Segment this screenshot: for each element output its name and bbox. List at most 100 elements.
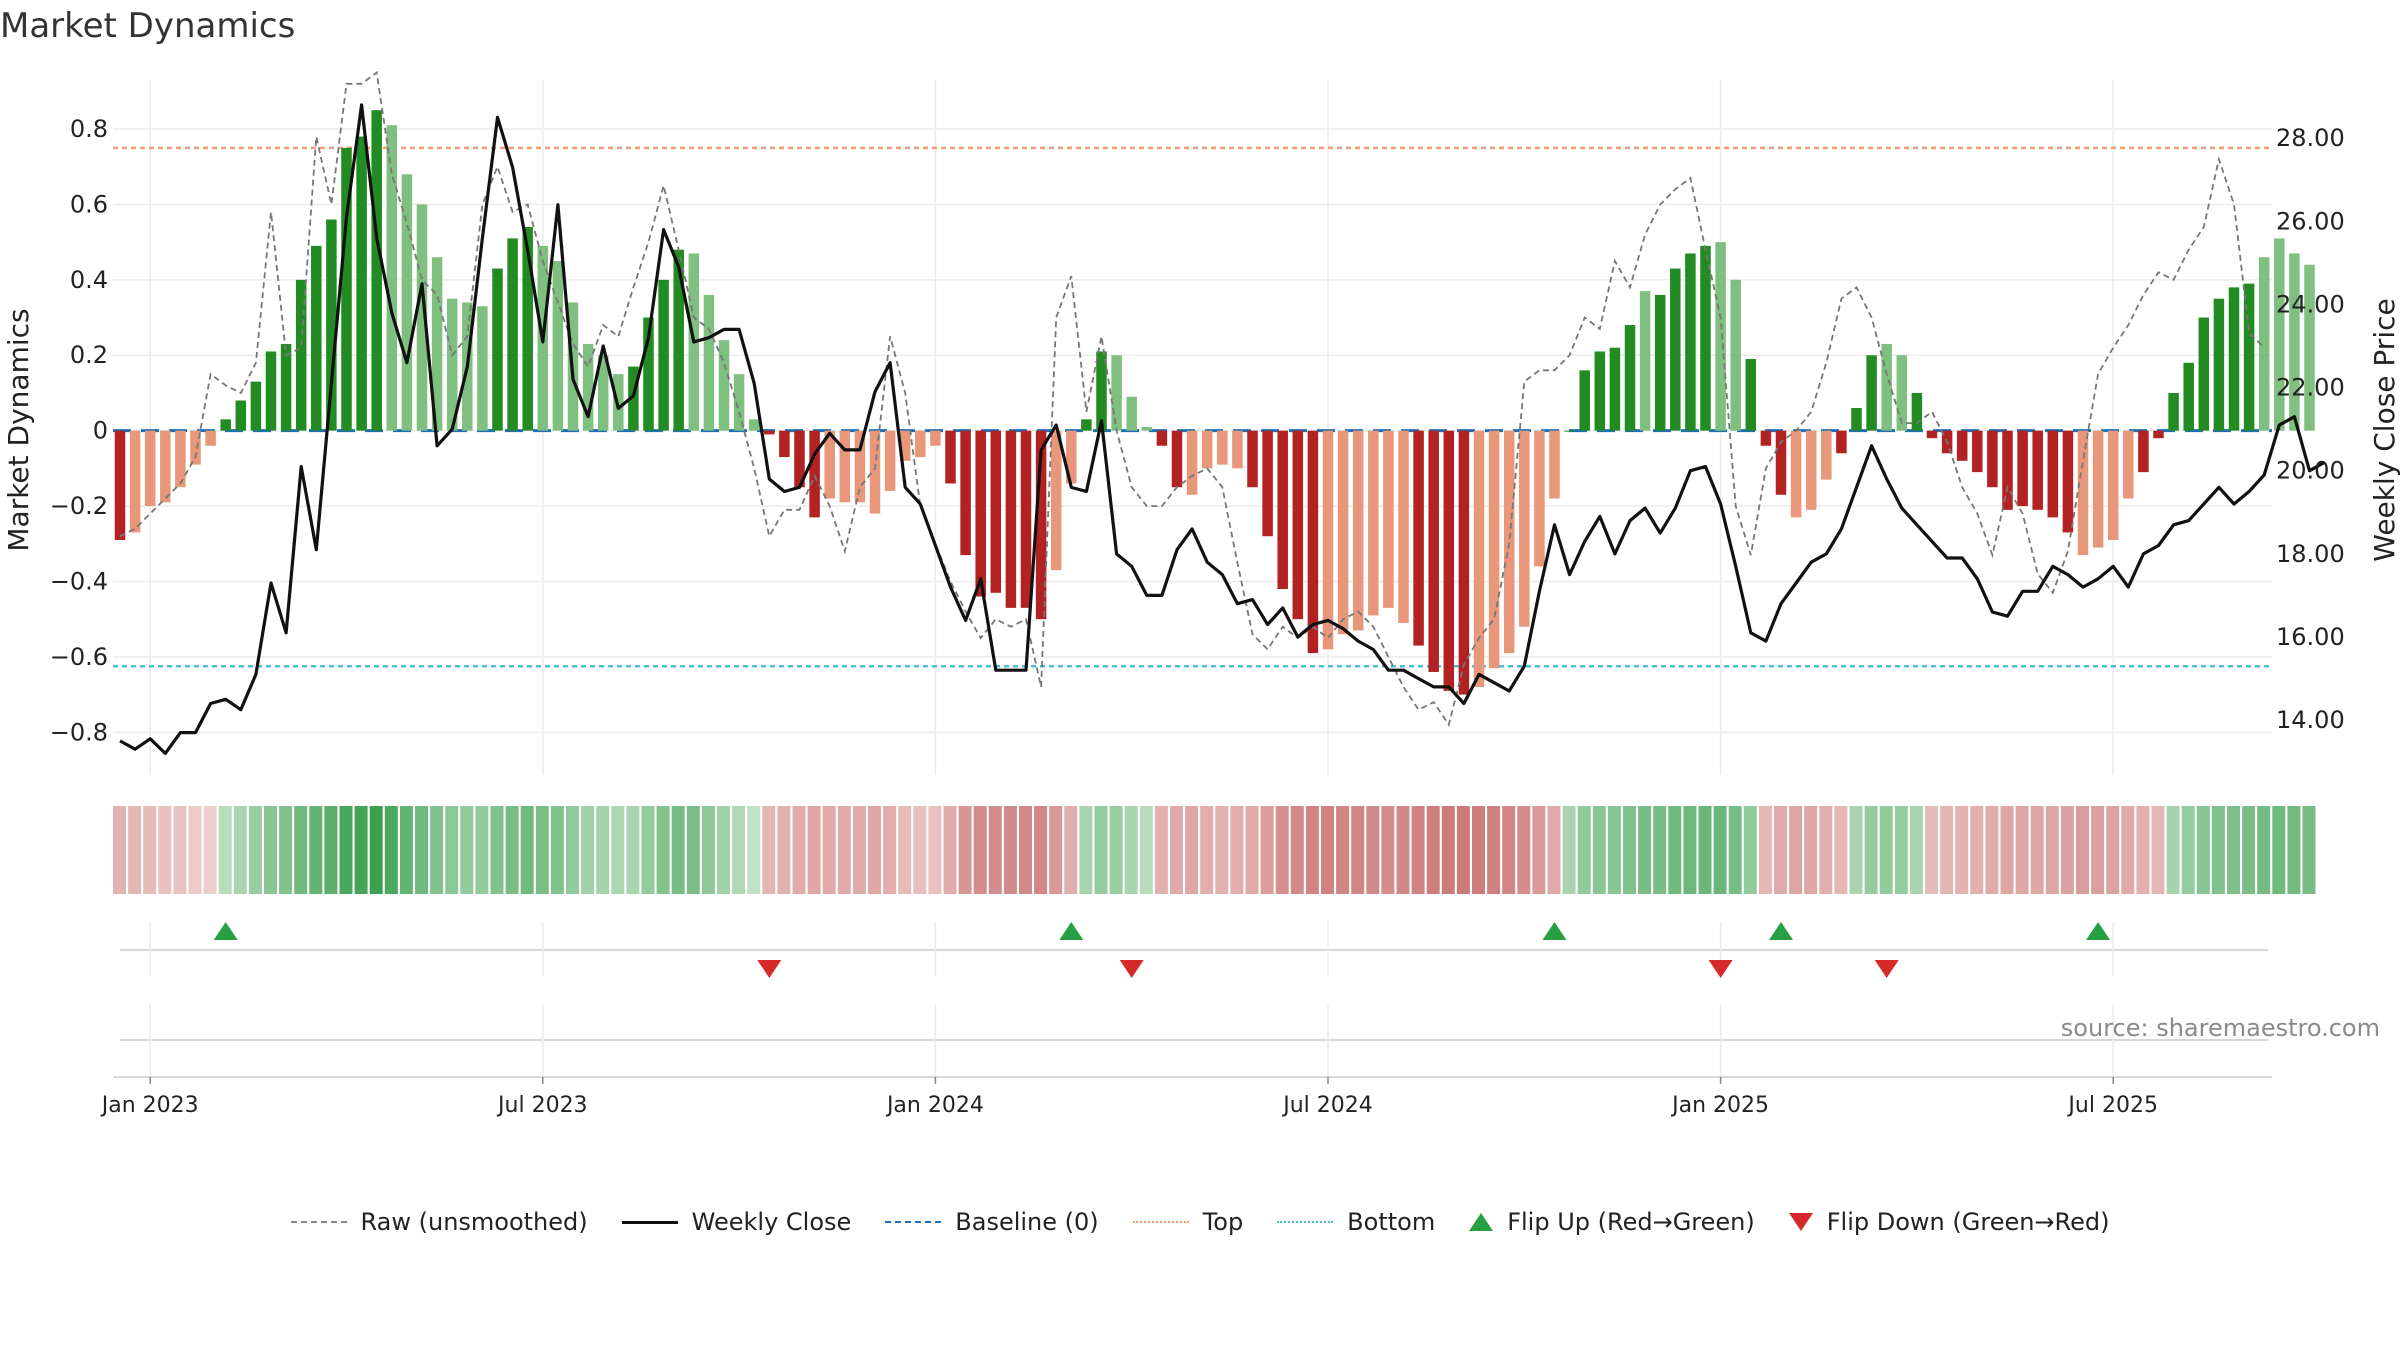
strip-cell xyxy=(475,806,489,894)
dynamics-bar xyxy=(175,430,186,488)
dynamics-bar xyxy=(2258,257,2270,431)
dynamics-bar xyxy=(2243,283,2255,431)
strip-cell xyxy=(1819,806,1833,894)
y-tick-label: 0.6 xyxy=(70,190,108,218)
strip-cell xyxy=(1034,806,1048,894)
dynamics-bar xyxy=(854,430,866,503)
dynamics-bars xyxy=(114,110,2315,695)
strip-cell xyxy=(1154,806,1168,894)
y2-axis-label: Weekly Close Price xyxy=(2368,298,2400,561)
strip-cell xyxy=(2136,806,2150,894)
dynamics-bar xyxy=(129,430,141,533)
dynamics-bar xyxy=(235,400,247,431)
strip-cell xyxy=(1985,806,1999,894)
flip-down-marker xyxy=(1874,960,1899,978)
strip-cell xyxy=(852,806,866,894)
y-tick-label: −0.2 xyxy=(50,492,108,520)
strip-cell xyxy=(2211,806,2225,894)
chart-title: Market Dynamics xyxy=(0,6,296,46)
source-credit: source: sharemaestro.com xyxy=(2060,1014,2380,1042)
strip-cell xyxy=(2257,806,2271,894)
dynamics-bar xyxy=(2213,298,2225,431)
dynamics-bar xyxy=(1186,430,1198,495)
strip-cell xyxy=(415,806,428,894)
dynamics-bar xyxy=(1911,392,1923,431)
y2-tick-label: 24.00 xyxy=(2276,290,2345,318)
dynamics-bar xyxy=(1549,430,1560,499)
strip-cell xyxy=(1804,806,1818,894)
strip-cell xyxy=(837,806,851,894)
dynamics-bar xyxy=(431,257,443,431)
legend-item: Weekly Close xyxy=(621,1208,851,1236)
dynamics-bar xyxy=(1730,279,1741,431)
dynamics-bar xyxy=(582,343,594,431)
flip-down-marker xyxy=(1119,960,1144,978)
flip-up-marker xyxy=(2086,922,2111,940)
strip-cell xyxy=(1638,806,1652,894)
triangle-up-icon xyxy=(1469,1213,1494,1231)
legend-item: Flip Up (Red→Green) xyxy=(1469,1208,1755,1236)
strip-cell xyxy=(173,806,187,894)
dynamics-bar xyxy=(1201,430,1213,469)
strip-cell xyxy=(430,806,444,894)
strip-cell xyxy=(1653,806,1667,894)
strip-cell xyxy=(1547,806,1561,894)
legend-line-swatch xyxy=(1132,1221,1189,1223)
raw-line xyxy=(119,70,2265,727)
x-tick-label: Jul 2023 xyxy=(496,1093,588,1118)
strip-cell xyxy=(2000,806,2014,894)
strip-cell xyxy=(596,806,610,894)
strip-cell xyxy=(1607,806,1621,894)
dynamics-bar xyxy=(1352,430,1364,631)
y-tick-label: 0.2 xyxy=(70,341,108,369)
strip-cell xyxy=(1683,806,1697,894)
dynamics-bar xyxy=(2017,430,2028,507)
strip-cell xyxy=(1713,806,1727,894)
strip-cell xyxy=(1698,806,1712,894)
strip-cell xyxy=(777,806,791,894)
strip-cell xyxy=(1200,806,1214,894)
y-tick-label: 0 xyxy=(93,417,108,445)
flip-up-marker xyxy=(1769,922,1793,940)
strip-cell xyxy=(1230,806,1244,894)
strip-cell xyxy=(656,806,670,894)
dynamics-bar xyxy=(884,430,896,491)
dynamics-bar xyxy=(2228,287,2240,431)
strip-cell xyxy=(1003,806,1017,894)
y2-tick-label: 26.00 xyxy=(2276,207,2345,235)
dynamics-bar xyxy=(1519,430,1530,627)
strip-cell xyxy=(1502,806,1516,894)
strip-cell xyxy=(113,806,126,894)
strip-cell xyxy=(460,806,474,894)
dynamics-bar xyxy=(1609,347,1621,431)
y2-tick-label: 28.00 xyxy=(2276,124,2345,152)
strip-cell xyxy=(1215,806,1229,894)
weekly-close-line xyxy=(119,103,2326,756)
strip-cell xyxy=(883,806,897,894)
dynamics-bar xyxy=(522,227,533,431)
dynamics-bar xyxy=(1579,370,1590,431)
strip-cell xyxy=(1487,806,1501,894)
strip-cell xyxy=(2272,806,2286,894)
legend-label: Bottom xyxy=(1347,1208,1436,1236)
strip-cell xyxy=(1124,806,1138,894)
strip-cell xyxy=(1774,806,1787,894)
dynamics-bar xyxy=(1805,430,1817,510)
strip-cell xyxy=(128,806,142,894)
dynamics-bar xyxy=(1126,396,1137,431)
dynamics-bar xyxy=(1156,430,1168,446)
y-axis-right: 14.00 16.00 18.00 20.00 22.00 24.00 26.00 28.00 xyxy=(2276,124,2345,734)
legend-item: Bottom xyxy=(1277,1208,1435,1236)
strip-cell xyxy=(1472,806,1485,894)
strip-cell xyxy=(1381,806,1395,894)
dynamics-bar xyxy=(114,430,126,540)
strip-cell xyxy=(566,806,579,894)
strip-cell xyxy=(1260,806,1274,894)
dynamics-bar xyxy=(1292,430,1304,620)
dynamics-bar xyxy=(945,430,956,484)
strip-cell xyxy=(1456,806,1470,894)
dynamics-bar xyxy=(1685,253,1696,431)
dynamics-bar xyxy=(1473,430,1485,688)
strip-cell xyxy=(611,806,625,894)
